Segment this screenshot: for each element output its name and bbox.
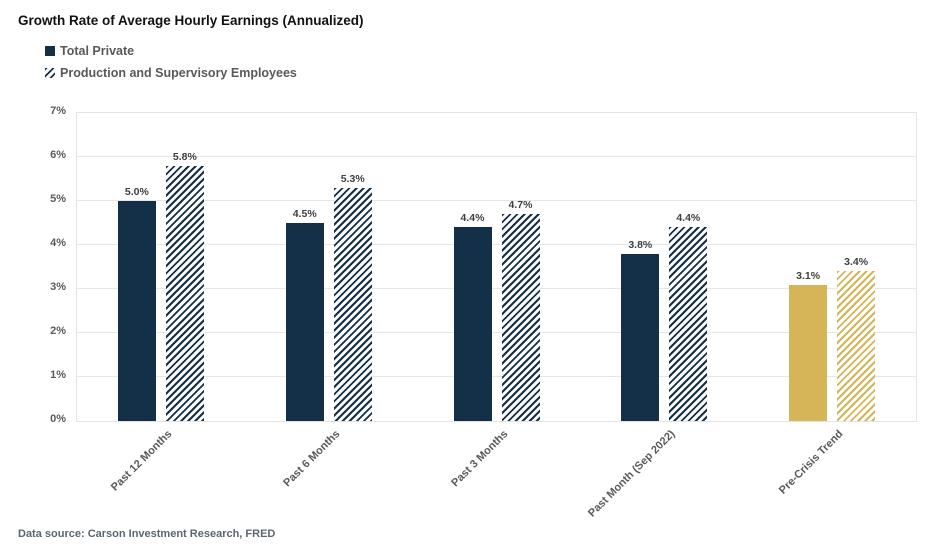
bar-production-supervisory [837, 271, 876, 421]
x-category-label: Past Month (Sep 2022) [586, 428, 678, 520]
bar-production-supervisory [669, 227, 708, 421]
gridline [77, 200, 916, 201]
legend-item-production: Production and Supervisory Employees [45, 62, 297, 84]
bar-value-label: 4.7% [508, 199, 533, 212]
plot-area: 5.0% 5.8% 4.5% 5.3% 4.4% 4.7% 3.8% 4.4% 3.1% 3.4% [76, 112, 917, 422]
bar-production-supervisory [333, 187, 372, 421]
legend-solid-swatch-icon [45, 46, 55, 56]
y-tick-label: 5% [50, 193, 66, 205]
bar-total-private [285, 223, 324, 421]
y-tick-label: 6% [50, 149, 66, 161]
x-category-label: Pre-Crisis Trend [777, 428, 846, 497]
bar-total-private [621, 253, 660, 421]
y-tick-label: 7% [50, 105, 66, 117]
bar-value-label: 4.4% [676, 212, 701, 225]
bar-total-private [453, 227, 492, 421]
bar-value-label: 5.0% [124, 186, 149, 198]
bar-value-label: 5.3% [340, 172, 365, 185]
bar-total-private [117, 201, 156, 421]
bar-total-private [789, 284, 828, 421]
gridline [77, 288, 916, 289]
bar-value-label: 3.4% [844, 256, 869, 269]
y-tick-label: 2% [50, 325, 66, 337]
legend-item-total-private: Total Private [45, 40, 297, 62]
chart-title: Growth Rate of Average Hourly Earnings (… [18, 13, 364, 28]
bar-value-label: 5.8% [172, 150, 197, 163]
y-tick-label: 0% [50, 413, 66, 425]
y-tick-label: 3% [50, 281, 66, 293]
y-tick-label: 1% [50, 369, 66, 381]
bar-production-supervisory [165, 165, 204, 421]
legend-label-total-private: Total Private [60, 44, 135, 58]
legend-hatched-swatch-icon [45, 68, 55, 78]
gridline [77, 156, 916, 157]
bar-value-label: 3.8% [628, 238, 653, 251]
data-source-note: Data source: Carson Investment Research,… [18, 528, 276, 540]
legend: Total Private Production and Supervisory… [45, 40, 297, 84]
gridline [77, 244, 916, 245]
bar-production-supervisory [501, 214, 540, 421]
legend-label-production: Production and Supervisory Employees [60, 66, 297, 80]
gridline [77, 376, 916, 377]
bar-value-label: 4.5% [292, 208, 317, 220]
x-category-label: Past 3 Months [448, 428, 510, 490]
gridline [77, 332, 916, 333]
y-tick-label: 4% [50, 237, 66, 249]
bar-value-label: 3.1% [796, 269, 821, 282]
bar-value-label: 4.4% [460, 212, 485, 225]
